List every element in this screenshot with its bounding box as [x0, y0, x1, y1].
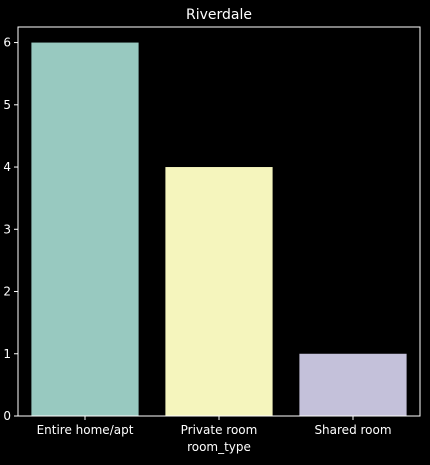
y-tick-label-4: 4 — [3, 160, 11, 174]
y-tick-label-6: 6 — [3, 36, 11, 50]
x-tick-label-2: Shared room — [314, 423, 391, 437]
bar-1 — [165, 167, 273, 416]
x-tick-label-1: Private room — [181, 423, 258, 437]
y-tick-label-0: 0 — [3, 409, 11, 423]
chart-title: Riverdale — [186, 7, 252, 23]
bar-2 — [299, 353, 407, 416]
x-axis-label: room_type — [187, 440, 251, 454]
y-tick-label-2: 2 — [3, 285, 11, 299]
bar-0 — [31, 42, 139, 417]
x-tick-label-0: Entire home/apt — [37, 423, 134, 437]
y-tick-label-1: 1 — [3, 347, 11, 361]
y-tick-label-5: 5 — [3, 98, 11, 112]
bars-layer — [31, 42, 407, 417]
y-tick-label-3: 3 — [3, 222, 11, 236]
ticks-layer: 0 1 2 3 4 5 6 Entire home/apt Private room Shared… — [3, 36, 391, 437]
